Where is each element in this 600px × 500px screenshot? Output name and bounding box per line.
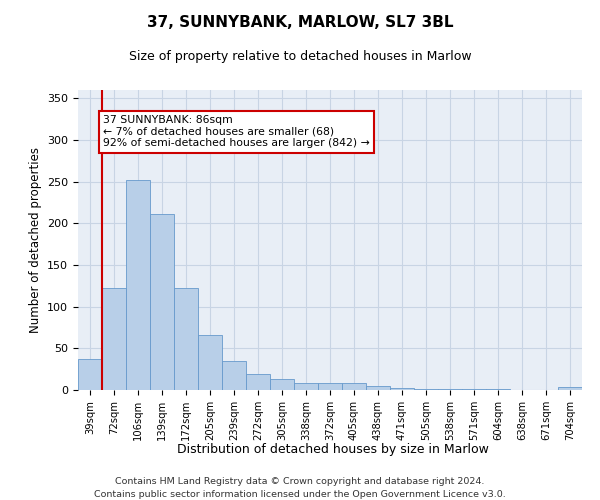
Bar bbox=[150, 214, 174, 390]
Bar bbox=[438, 389, 462, 390]
Bar bbox=[246, 374, 270, 390]
Text: Distribution of detached houses by size in Marlow: Distribution of detached houses by size … bbox=[177, 442, 489, 456]
Bar bbox=[342, 384, 366, 390]
Bar bbox=[366, 386, 390, 390]
Bar bbox=[318, 382, 342, 390]
Text: 37, SUNNYBANK, MARLOW, SL7 3BL: 37, SUNNYBANK, MARLOW, SL7 3BL bbox=[147, 15, 453, 30]
Text: 37 SUNNYBANK: 86sqm
← 7% of detached houses are smaller (68)
92% of semi-detache: 37 SUNNYBANK: 86sqm ← 7% of detached hou… bbox=[103, 115, 370, 148]
Text: Contains public sector information licensed under the Open Government Licence v3: Contains public sector information licen… bbox=[94, 490, 506, 499]
Bar bbox=[102, 288, 126, 390]
Bar bbox=[126, 180, 150, 390]
Bar bbox=[486, 389, 510, 390]
Bar bbox=[222, 361, 246, 390]
Text: Contains HM Land Registry data © Crown copyright and database right 2024.: Contains HM Land Registry data © Crown c… bbox=[115, 478, 485, 486]
Bar bbox=[198, 335, 222, 390]
Bar bbox=[270, 379, 294, 390]
Y-axis label: Number of detached properties: Number of detached properties bbox=[29, 147, 41, 333]
Bar bbox=[414, 389, 438, 390]
Bar bbox=[558, 386, 582, 390]
Bar bbox=[294, 382, 318, 390]
Bar bbox=[174, 288, 198, 390]
Bar bbox=[390, 388, 414, 390]
Bar bbox=[78, 359, 102, 390]
Text: Size of property relative to detached houses in Marlow: Size of property relative to detached ho… bbox=[128, 50, 472, 63]
Bar bbox=[462, 389, 486, 390]
